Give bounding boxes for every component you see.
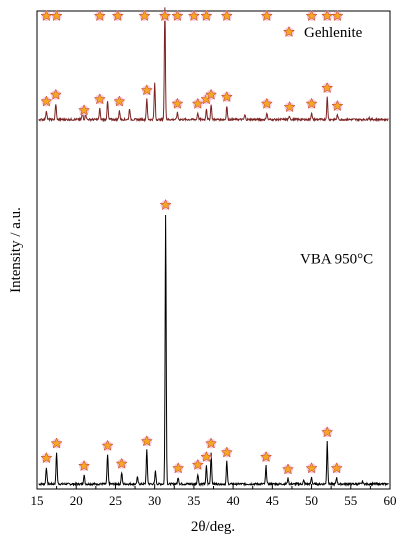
gehlenite-star-marker: [113, 95, 126, 107]
gehlenite-star-marker: [140, 84, 153, 96]
gehlenite-star-marker: [78, 104, 90, 116]
gehlenite-star-marker: [188, 10, 200, 21]
y-axis-title: Intensity / a.u.: [8, 207, 24, 293]
x-tick-label: 40: [227, 493, 240, 508]
gehlenite-star-marker: [101, 439, 114, 451]
x-tick-label: 60: [384, 493, 397, 508]
gehlenite-star-marker: [205, 88, 217, 100]
series-label: VBA 950°C: [300, 252, 373, 268]
gehlenite-star-marker: [40, 95, 53, 107]
series-line: [38, 7, 389, 123]
gehlenite-star-marker: [171, 97, 184, 109]
gehlenite-markers: [40, 10, 344, 475]
gehlenite-star-marker: [220, 446, 233, 458]
legend-label: Gehlenite: [304, 25, 363, 41]
gehlenite-star-marker: [159, 199, 172, 210]
legend: Gehlenite: [283, 25, 363, 41]
gehlenite-star-marker: [159, 10, 171, 21]
gehlenite-star-marker: [200, 10, 213, 21]
gehlenite-star-marker: [40, 10, 53, 21]
gehlenite-star-marker: [321, 82, 334, 93]
legend-star-icon: [283, 26, 295, 37]
series-group: [38, 7, 389, 487]
gehlenite-star-marker: [220, 91, 233, 102]
x-axis-title: 2θ/deg.: [191, 519, 235, 535]
x-tick-label: 35: [187, 493, 200, 508]
gehlenite-star-marker: [78, 460, 90, 471]
gehlenite-star-marker: [305, 10, 318, 21]
gehlenite-star-marker: [191, 458, 204, 470]
x-tick-label: 20: [70, 493, 83, 508]
gehlenite-star-marker: [138, 10, 151, 21]
gehlenite-star-marker: [172, 462, 185, 474]
x-tick-label: 30: [148, 493, 161, 508]
gehlenite-star-marker: [282, 463, 294, 475]
gehlenite-star-marker: [331, 100, 344, 111]
gehlenite-star-marker: [200, 451, 213, 462]
gehlenite-star-marker: [205, 437, 217, 449]
gehlenite-star-marker: [191, 97, 204, 109]
x-axis-ticks: 15 20 25 30 35 40 45 50 55 60: [31, 484, 397, 508]
gehlenite-star-marker: [49, 88, 62, 100]
series-line: [38, 214, 389, 487]
gehlenite-star-marker: [260, 451, 272, 462]
gehlenite-star-marker: [260, 97, 273, 109]
gehlenite-star-marker: [331, 10, 344, 21]
gehlenite-star-marker: [93, 10, 106, 21]
gehlenite-star-marker: [305, 462, 318, 474]
gehlenite-star-marker: [330, 462, 343, 474]
gehlenite-star-marker: [305, 97, 318, 109]
gehlenite-star-marker: [115, 457, 128, 469]
gehlenite-star-marker: [50, 437, 63, 449]
plot-frame: [36, 10, 391, 490]
gehlenite-star-marker: [111, 10, 124, 21]
gehlenite-star-marker: [50, 10, 63, 21]
gehlenite-star-marker: [283, 101, 296, 113]
x-tick-label: 55: [344, 493, 357, 508]
x-tick-label: 15: [31, 493, 44, 508]
gehlenite-star-marker: [140, 435, 153, 447]
x-tick-label: 45: [266, 493, 279, 508]
gehlenite-star-marker: [171, 10, 184, 21]
gehlenite-star-marker: [321, 10, 334, 21]
x-tick-label: 25: [109, 493, 122, 508]
gehlenite-star-marker: [260, 10, 273, 21]
x-tick-label: 50: [305, 493, 318, 508]
gehlenite-star-marker: [220, 10, 233, 21]
gehlenite-star-marker: [93, 93, 106, 105]
gehlenite-star-marker: [40, 452, 53, 464]
series-labels: VBA 950°CVBA-SLG 950°CVBA-BSG 950°C: [300, 252, 373, 268]
gehlenite-star-marker: [321, 426, 334, 438]
